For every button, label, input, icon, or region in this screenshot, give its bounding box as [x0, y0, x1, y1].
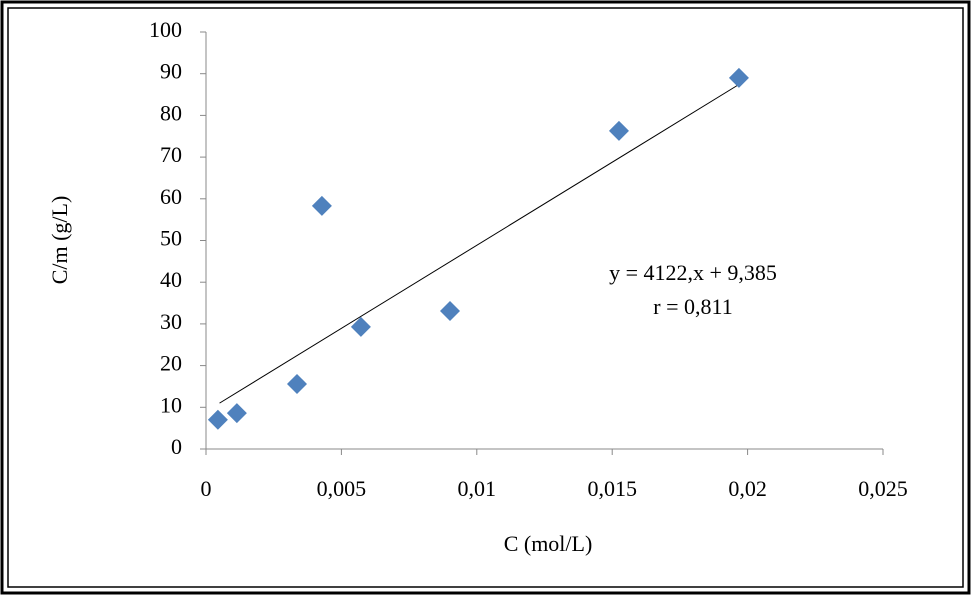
y-tick-label: 20 — [160, 351, 182, 376]
y-axis-label: C/m (g/L) — [47, 196, 72, 285]
data-point — [286, 373, 307, 394]
x-tick-label: 0,025 — [858, 476, 908, 501]
y-tick-label: 50 — [160, 226, 182, 251]
x-tick-label: 0 — [201, 476, 212, 501]
y-tick-label: 40 — [160, 267, 182, 292]
x-tick-label: 0,02 — [728, 476, 767, 501]
data-point — [350, 316, 371, 337]
x-axis-label: C (mol/L) — [504, 531, 593, 556]
x-tick-label: 0,015 — [587, 476, 637, 501]
data-point — [226, 403, 247, 424]
y-tick-label: 30 — [160, 309, 182, 334]
data-point — [439, 300, 460, 321]
y-tick-label: 10 — [160, 392, 182, 417]
y-tick-label: 100 — [149, 17, 182, 42]
x-tick-label: 0,005 — [317, 476, 367, 501]
data-point — [728, 67, 749, 88]
data-point — [608, 120, 629, 141]
x-tick-label: 0,01 — [458, 476, 497, 501]
data-point — [207, 409, 228, 430]
y-tick-label: 90 — [160, 59, 182, 84]
data-point — [311, 195, 332, 216]
y-tick-label: 80 — [160, 100, 182, 125]
y-tick-label: 0 — [171, 434, 182, 459]
inner-frame — [7, 7, 964, 588]
y-tick-label: 70 — [160, 142, 182, 167]
y-tick-label: 60 — [160, 184, 182, 209]
equation: y = 4122,x + 9,385 — [609, 260, 777, 285]
trendline — [219, 83, 740, 404]
r-value: r = 0,811 — [653, 294, 732, 319]
